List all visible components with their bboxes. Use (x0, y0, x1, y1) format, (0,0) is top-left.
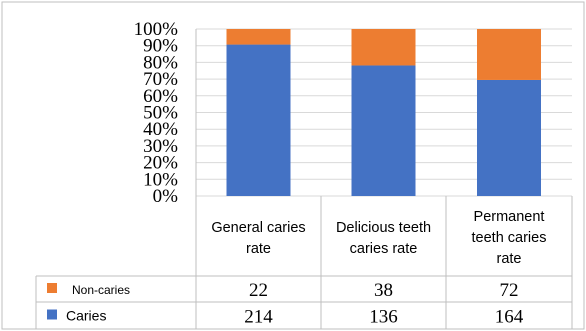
legend-label-non-caries: Non-caries (72, 283, 130, 297)
category-label: rate (246, 241, 271, 257)
y-tick-label: 30% (143, 136, 178, 157)
table-value-caries: 164 (495, 307, 524, 328)
legend-key-caries (47, 309, 57, 320)
y-tick-label: 0% (153, 186, 179, 207)
category-label: teeth caries (472, 230, 547, 246)
bar-non-caries-1 (226, 29, 291, 45)
y-tick-label: 100% (134, 19, 179, 40)
legend-key-non-caries (47, 283, 57, 293)
category-label: Delicious teeth (336, 220, 431, 236)
y-tick-label: 70% (143, 69, 178, 90)
category-label: rate (497, 251, 522, 267)
bar-caries-2 (351, 65, 416, 196)
y-tick-label: 20% (143, 153, 178, 174)
table-value-caries: 136 (369, 307, 398, 328)
y-tick-label: 40% (143, 119, 178, 140)
table-value-non-caries: 22 (249, 280, 268, 301)
table-value-caries: 214 (244, 307, 273, 328)
category-label: caries rate (350, 241, 418, 257)
category-label: Permanent (474, 209, 545, 225)
bar-non-caries-3 (477, 29, 541, 80)
y-tick-label: 50% (143, 103, 178, 124)
bar-caries-3 (477, 79, 541, 196)
category-label: General caries (211, 220, 305, 236)
y-tick-label: 90% (143, 36, 178, 57)
y-tick-label: 80% (143, 52, 178, 73)
bar-non-caries-2 (351, 29, 416, 66)
bar-caries-1 (226, 44, 291, 196)
table-value-non-caries: 72 (500, 280, 519, 301)
legend-label-caries: Caries (66, 308, 106, 324)
y-tick-label: 10% (143, 169, 178, 190)
y-tick-label: 60% (143, 86, 178, 107)
table-value-non-caries: 38 (374, 280, 393, 301)
